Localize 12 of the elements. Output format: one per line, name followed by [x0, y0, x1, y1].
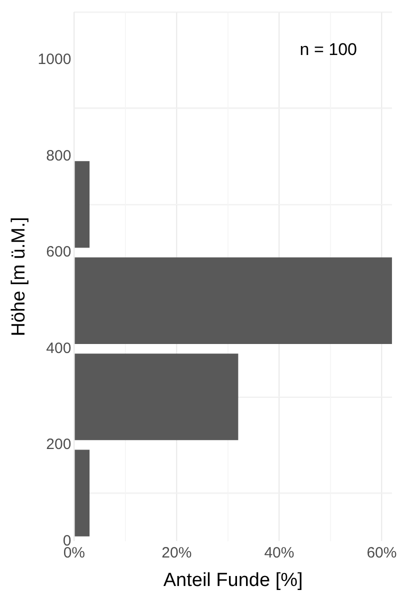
y-tick-label: 800: [46, 147, 72, 164]
x-tick-label: 60%: [366, 544, 397, 562]
x-tick-label: 20%: [162, 544, 192, 562]
y-tick-label: 600: [46, 244, 72, 261]
x-axis-title: Anteil Funde [%]: [163, 570, 303, 591]
x-tick-label: 40%: [264, 544, 294, 562]
y-tick-label: 200: [46, 436, 72, 454]
x-tick-label: 0%: [63, 544, 86, 562]
y-tick-label: 1000: [38, 51, 72, 68]
annotation: n = 100: [300, 40, 357, 60]
y-tick-label: 400: [46, 340, 72, 357]
y-axis-title: Höhe [m ü.M.]: [8, 216, 30, 336]
